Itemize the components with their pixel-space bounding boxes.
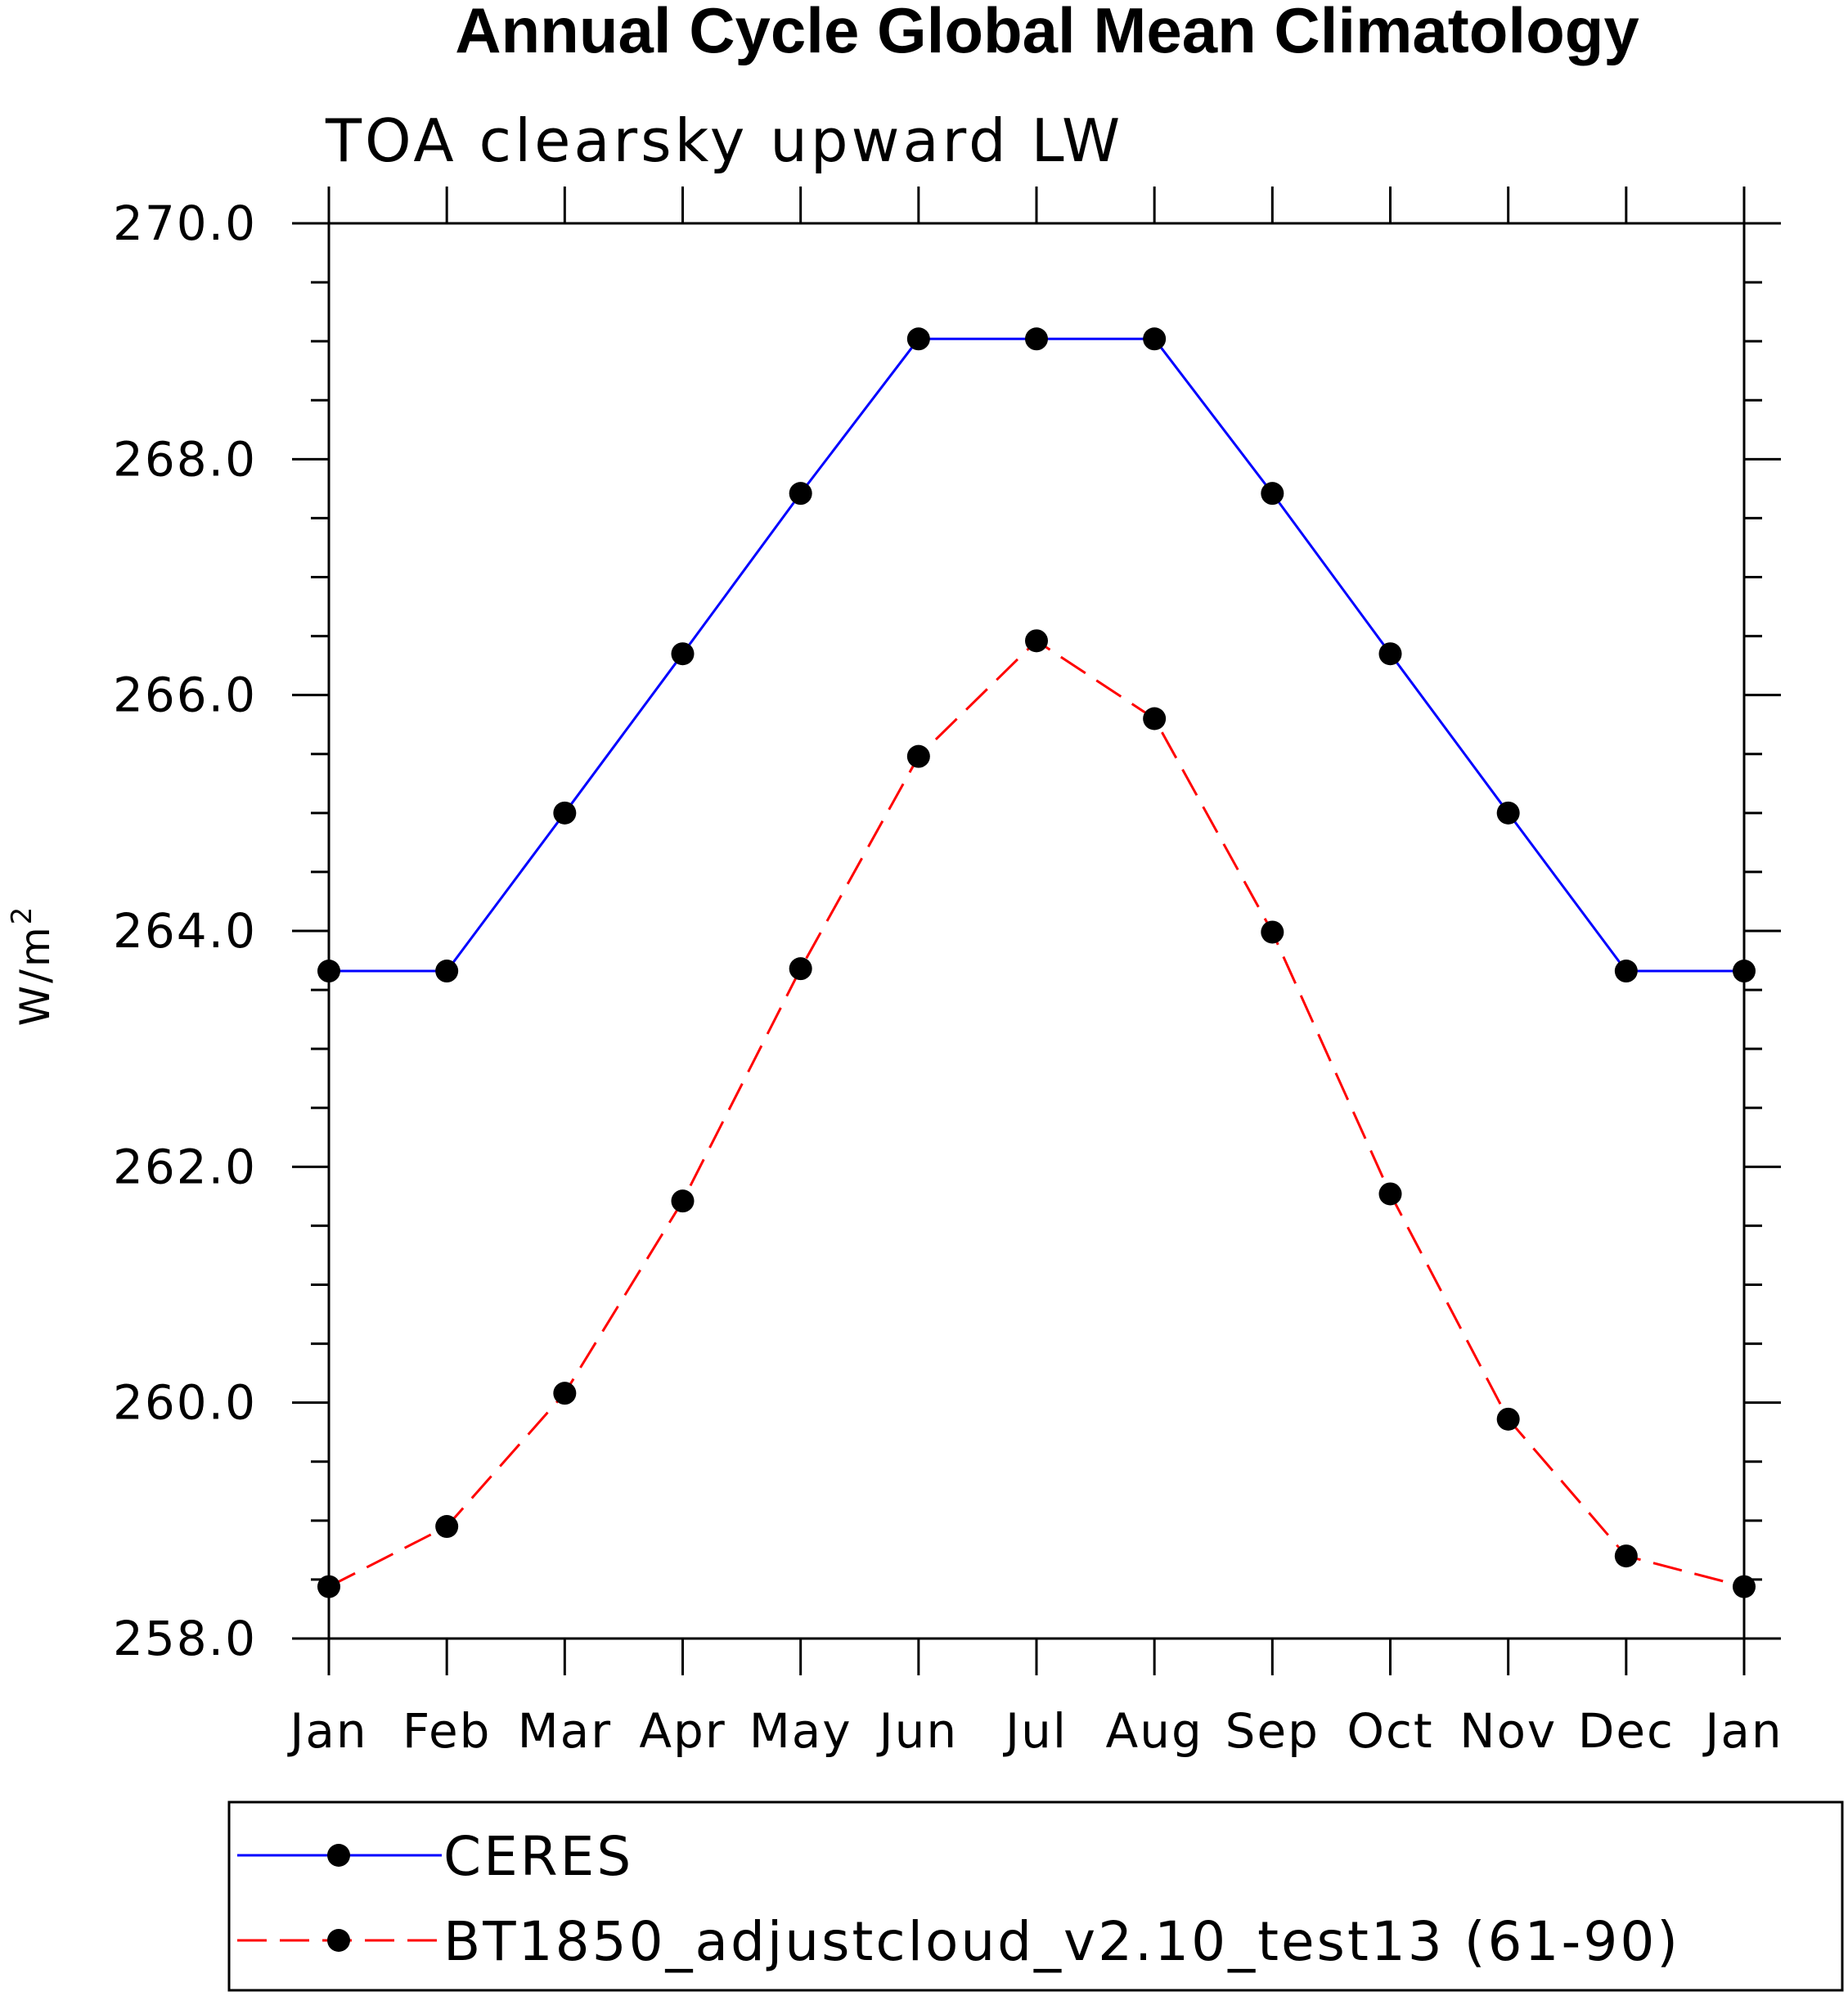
y-axis-label: W/m2 <box>6 905 59 1027</box>
x-tick-label: Jun <box>877 1703 959 1759</box>
x-tick-label: Jul <box>1003 1703 1068 1759</box>
legend-box <box>227 1800 1844 1992</box>
chart-subtitle: TOA clearsky upward LW <box>325 106 1123 175</box>
series-line-1 <box>328 639 1745 1589</box>
series-0-point <box>1261 482 1284 506</box>
series-1-point <box>906 744 930 768</box>
series-0-point <box>789 482 812 506</box>
series-0-point <box>1143 327 1167 351</box>
x-tick-label: Dec <box>1578 1703 1675 1759</box>
x-tick-label: Feb <box>402 1703 492 1759</box>
x-tick-label: May <box>749 1703 852 1759</box>
series-1-point <box>317 1575 340 1598</box>
series-1-point <box>1143 707 1167 731</box>
series-1-point <box>1261 920 1284 944</box>
y-axis-label-superscript: 2 <box>6 905 38 925</box>
x-tick-labels: Jan Feb Mar Apr May Jun Jul Aug Sep Oct Nov Dec Jan <box>287 1703 1783 1759</box>
x-tick-label: Jan <box>1702 1703 1783 1759</box>
series-1-point <box>1025 629 1048 653</box>
series-0-point <box>553 801 577 825</box>
legend-marker-0 <box>327 1844 350 1867</box>
series-1-point <box>553 1382 577 1405</box>
x-tick-label: Oct <box>1347 1703 1433 1759</box>
x-tick-label: Apr <box>639 1703 726 1759</box>
y-tick-label: 264.0 <box>113 903 257 959</box>
y-tick-label: 268.0 <box>113 431 257 487</box>
x-tick-label: Sep <box>1225 1703 1320 1759</box>
series-line-0 <box>329 337 1744 973</box>
series-0-point <box>1378 642 1402 666</box>
x-tick-label: Aug <box>1106 1703 1203 1759</box>
y-tick-label: 270.0 <box>113 196 257 251</box>
series-lines <box>328 337 1745 1589</box>
series-0-point <box>906 327 930 351</box>
series-0-point <box>1614 960 1638 983</box>
y-tick-label: 260.0 <box>113 1375 257 1431</box>
x-tick-label: Mar <box>518 1703 612 1759</box>
x-tick-label: Jan <box>287 1703 367 1759</box>
series-0-point <box>1496 801 1520 825</box>
y-tick-labels: 258.0 260.0 262.0 264.0 266.0 268.0 270.0 <box>113 196 257 1666</box>
series-1-point <box>1733 1575 1756 1598</box>
chart-title: Annual Cycle Global Mean Climatology <box>455 0 1639 66</box>
legend: CERES BT1850_adjustcloud_v2.10_test13 (61… <box>237 1825 1680 1973</box>
y-tick-label: 258.0 <box>113 1611 257 1666</box>
series-1-point <box>1378 1182 1402 1206</box>
series-1-point <box>1614 1544 1638 1568</box>
series-0-point <box>671 642 695 666</box>
series-points <box>317 327 1756 1598</box>
axis-ticks <box>292 187 1781 1675</box>
series-0-point <box>1025 327 1048 351</box>
y-axis-label-text: W/m <box>11 924 59 1026</box>
series-0-point <box>317 960 340 983</box>
legend-marker-1 <box>327 1929 350 1952</box>
plot-frame <box>327 222 1746 1640</box>
series-1-point <box>789 957 812 981</box>
x-tick-label: Nov <box>1459 1703 1557 1759</box>
y-tick-label: 262.0 <box>113 1139 257 1194</box>
series-1-point <box>671 1189 695 1213</box>
series-0-point <box>435 960 459 983</box>
series-1-point <box>435 1515 459 1539</box>
series-1-point <box>1496 1407 1520 1431</box>
series-0-point <box>1733 960 1756 983</box>
legend-label-1: BT1850_adjustcloud_v2.10_test13 (61-90) <box>443 1910 1680 1973</box>
y-tick-label: 266.0 <box>113 668 257 723</box>
legend-label-0: CERES <box>443 1825 633 1888</box>
